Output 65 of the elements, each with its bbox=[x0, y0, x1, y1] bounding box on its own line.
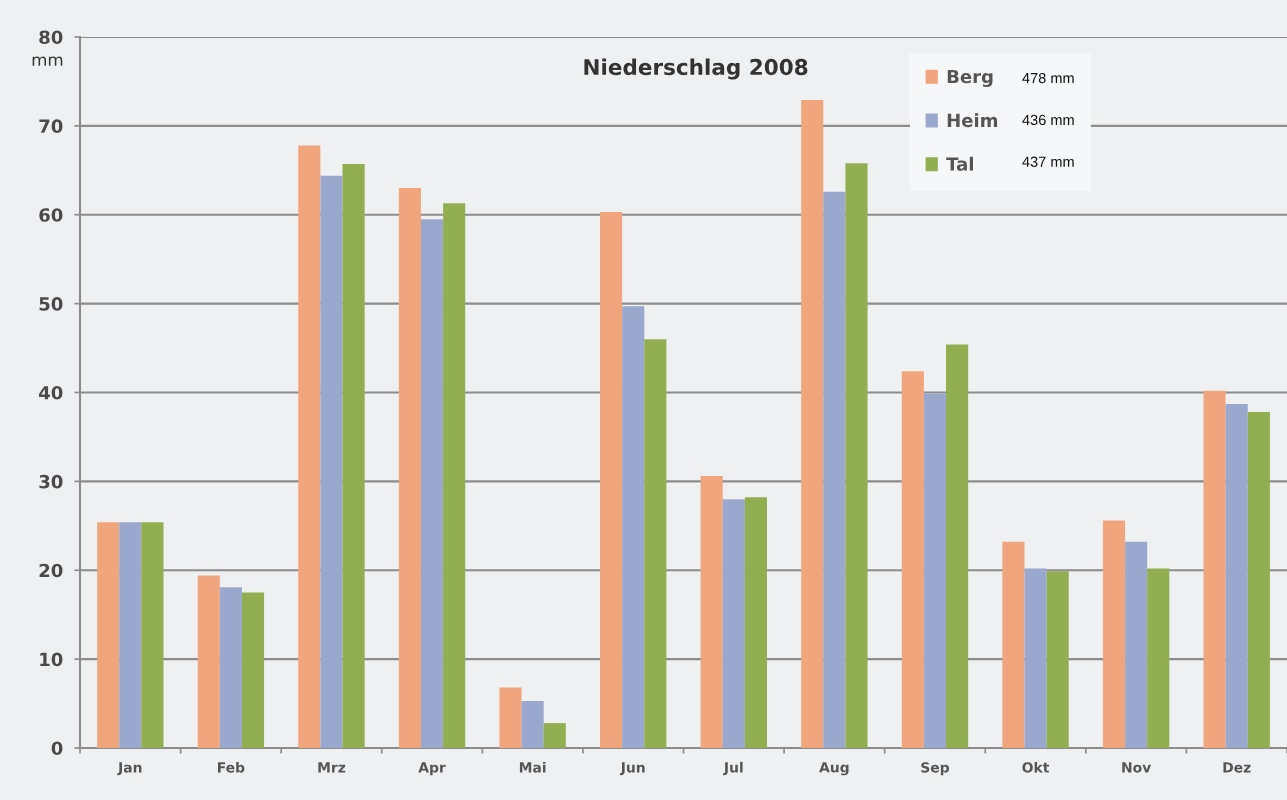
bar bbox=[1102, 520, 1126, 748]
bar bbox=[398, 188, 421, 748]
bar bbox=[1147, 568, 1170, 748]
bar bbox=[1225, 404, 1248, 748]
bar bbox=[119, 522, 142, 748]
x-tick-label: Apr bbox=[418, 762, 446, 776]
x-tick-label: Sep bbox=[921, 762, 950, 776]
bar bbox=[744, 497, 767, 748]
bar bbox=[845, 163, 868, 748]
x-tick-label: Mai bbox=[519, 761, 546, 773]
x-tick-label: Jun bbox=[619, 762, 645, 776]
annotation: 436 mm bbox=[1022, 114, 1074, 126]
bar bbox=[622, 306, 645, 748]
x-tick-label: Jan bbox=[117, 762, 142, 776]
bar bbox=[946, 344, 969, 748]
y-tick-label: 10 bbox=[40, 652, 63, 667]
text: Niederschlag 2008 bbox=[584, 58, 808, 80]
bar bbox=[342, 164, 365, 748]
bar bbox=[443, 203, 466, 748]
bar bbox=[320, 175, 343, 748]
bar bbox=[219, 587, 242, 748]
x-tick-label: Dez bbox=[1223, 762, 1251, 773]
y-tick-label: 0 bbox=[51, 741, 63, 756]
x-tick-label: Mrz bbox=[318, 762, 346, 773]
bar bbox=[1024, 568, 1047, 748]
bar bbox=[923, 393, 947, 748]
annotation: 437 mm bbox=[1022, 156, 1074, 167]
bar bbox=[901, 371, 924, 748]
y-axis-title: mm bbox=[32, 56, 63, 66]
bar bbox=[97, 522, 120, 748]
y-tick-label: 70 bbox=[39, 119, 63, 133]
legend-label: Berg bbox=[947, 69, 993, 87]
x-tick-label: Aug bbox=[819, 762, 849, 776]
bar bbox=[1046, 571, 1069, 748]
bar bbox=[499, 687, 522, 748]
x-tick-label: Feb bbox=[218, 761, 245, 773]
bar bbox=[700, 476, 723, 748]
bar bbox=[543, 723, 566, 748]
y-tick-label: 30 bbox=[39, 474, 63, 489]
bar bbox=[823, 191, 846, 748]
bar bbox=[600, 212, 623, 748]
bar bbox=[298, 145, 321, 748]
x-tick-label: Jul bbox=[723, 761, 743, 776]
y-tick-label: 60 bbox=[39, 208, 63, 222]
y-tick-label: 50 bbox=[39, 297, 63, 311]
bar bbox=[722, 499, 745, 748]
bar bbox=[801, 100, 824, 748]
bar bbox=[420, 219, 444, 748]
bar bbox=[197, 575, 220, 748]
bar bbox=[141, 522, 164, 748]
y-tick-label: 40 bbox=[39, 385, 63, 400]
bar bbox=[1247, 412, 1270, 748]
y-tick-label: 20 bbox=[39, 563, 63, 578]
x-tick-label: Nov bbox=[1122, 762, 1152, 773]
bar bbox=[1203, 390, 1226, 748]
bar bbox=[644, 339, 667, 748]
annotation: 478 mm bbox=[1022, 72, 1074, 84]
bar bbox=[241, 592, 265, 748]
bar bbox=[521, 700, 544, 748]
bar bbox=[1002, 541, 1025, 748]
y-tick-label: 80 bbox=[39, 30, 63, 45]
legend-label: Heim bbox=[947, 113, 998, 128]
bar bbox=[1125, 541, 1148, 748]
legend-label: Tal bbox=[946, 156, 973, 171]
x-tick-label: Okt bbox=[1022, 761, 1050, 773]
